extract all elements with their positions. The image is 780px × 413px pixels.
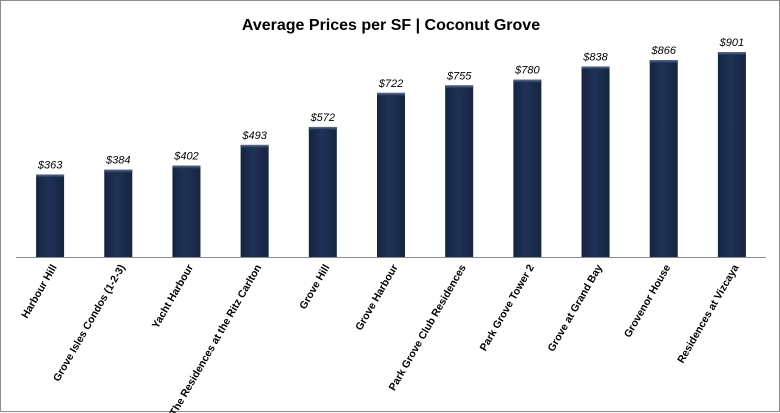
x-tick-label: Grove Harbour	[353, 263, 400, 333]
bar	[650, 60, 678, 257]
bar	[377, 93, 405, 257]
bar	[309, 127, 337, 257]
bar-top-highlight	[104, 170, 132, 173]
data-label: $572	[310, 112, 335, 124]
bar-top-highlight	[172, 166, 200, 169]
data-label: $363	[37, 159, 63, 171]
bar-top-highlight	[36, 174, 64, 177]
x-tick-label: Park Grove Tower 2	[478, 262, 537, 353]
bar-top-highlight	[650, 60, 678, 63]
bar-top-highlight	[718, 52, 746, 55]
x-tick-label: Grovenor House	[622, 262, 674, 339]
data-label: $402	[173, 151, 198, 163]
bar	[718, 52, 746, 257]
data-label: $755	[446, 70, 472, 82]
data-label: $493	[241, 130, 267, 142]
bar-top-highlight	[241, 145, 269, 148]
data-label: $866	[650, 45, 676, 57]
x-tick-label: Park Grove Club Residences	[387, 262, 469, 392]
x-tick-label: Yacht Harbour	[150, 263, 196, 331]
bar	[172, 166, 200, 257]
bar	[104, 170, 132, 257]
bar	[241, 145, 269, 257]
bar-top-highlight	[513, 80, 541, 83]
data-label: $722	[378, 78, 403, 90]
x-tick-label: Harbour Hill	[19, 262, 59, 320]
data-label: $838	[582, 51, 608, 63]
x-tick-label: Grove Hill	[297, 262, 332, 311]
data-label: $384	[105, 155, 130, 167]
data-label: $780	[514, 65, 540, 77]
x-tick-label: Grove at Grand Bay	[545, 262, 605, 354]
bar	[513, 80, 541, 257]
bar	[445, 85, 473, 257]
bar-top-highlight	[309, 127, 337, 130]
x-tick-label: Residences at Vizcaya	[675, 262, 741, 365]
x-tick-label: Grove Isles Condos (1-2-3)	[51, 263, 128, 384]
data-label: $901	[719, 37, 744, 49]
bar	[582, 66, 610, 257]
chart-title: Average Prices per SF | Coconut Grove	[242, 17, 540, 34]
bar-top-highlight	[445, 85, 473, 88]
bar-top-highlight	[377, 93, 405, 96]
bar	[36, 174, 64, 257]
bar-top-highlight	[582, 66, 610, 69]
